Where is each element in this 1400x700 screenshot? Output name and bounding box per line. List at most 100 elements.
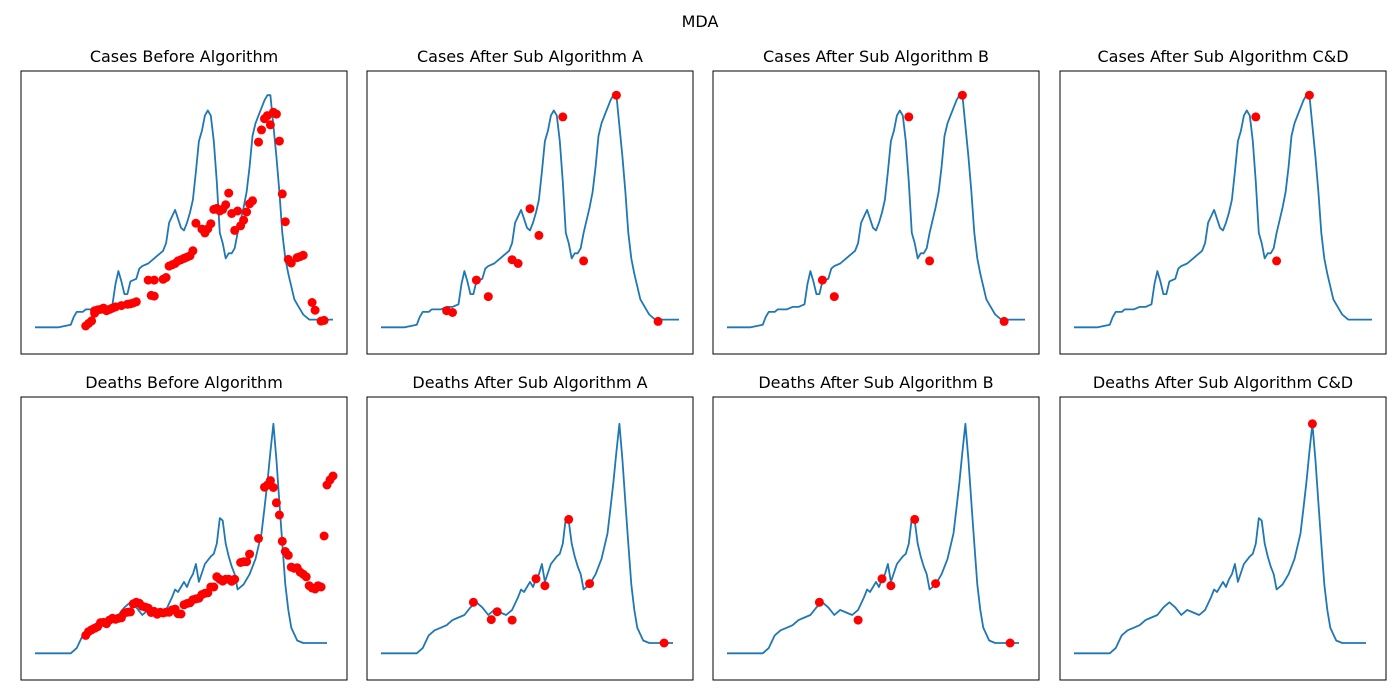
series-line <box>35 94 333 329</box>
peak-marker <box>534 230 544 240</box>
peak-marker <box>611 90 621 100</box>
peak-marker <box>319 531 329 541</box>
peak-marker <box>328 471 338 481</box>
peak-marker <box>271 498 281 508</box>
peak-marker <box>910 514 920 524</box>
peak-marker <box>886 581 896 591</box>
peak-marker <box>254 137 263 147</box>
peak-marker <box>853 615 863 625</box>
peak-marker <box>540 581 550 591</box>
peak-marker <box>448 308 457 317</box>
chart-panel: Deaths Before Algorithm <box>20 373 348 681</box>
peak-marker <box>564 514 574 524</box>
axes-frame <box>20 396 348 681</box>
peak-marker <box>277 536 287 546</box>
peak-marker <box>209 582 219 592</box>
series-line <box>381 422 673 655</box>
panel-title: Cases After Sub Algorithm C&D <box>1097 47 1348 66</box>
peak-marker <box>531 574 541 584</box>
peak-marker <box>277 189 287 199</box>
peak-marker <box>280 217 290 227</box>
peak-marker <box>230 574 240 584</box>
series-line <box>1074 94 1372 329</box>
chart-panel: Cases After Sub Algorithm A <box>366 47 694 355</box>
peak-marker <box>558 112 568 122</box>
peak-marker <box>931 579 941 589</box>
series-line <box>1074 422 1366 655</box>
chart-panel: Cases After Sub Algorithm B <box>712 47 1040 355</box>
panels: Cases Before Algorithm Cases After Sub Al… <box>20 47 1387 681</box>
plot-area <box>381 90 679 329</box>
chart-panel: Deaths After Sub Algorithm A <box>366 373 694 681</box>
peak-marker <box>486 615 496 625</box>
panel-title: Deaths After Sub Algorithm B <box>758 373 993 392</box>
plot-area <box>35 94 333 331</box>
axes-frame <box>712 70 1040 355</box>
peak-marker <box>525 204 535 214</box>
peak-marker <box>245 549 255 559</box>
peak-marker <box>257 125 266 135</box>
plot-area <box>1074 419 1366 655</box>
axes-frame <box>366 70 694 355</box>
panel-title: Cases Before Algorithm <box>90 47 278 66</box>
peak-marker <box>242 557 252 567</box>
axes-frame <box>1059 396 1387 681</box>
plot-area <box>381 422 673 655</box>
axes-frame <box>1059 70 1387 355</box>
figure-title: MDA <box>682 12 719 31</box>
peak-marker <box>471 275 481 285</box>
chart-panel: Cases Before Algorithm <box>20 47 348 355</box>
peak-marker <box>131 297 141 307</box>
peak-marker <box>254 534 263 543</box>
panel-title: Cases After Sub Algorithm B <box>763 47 989 66</box>
peak-marker <box>188 246 198 256</box>
peak-marker <box>468 597 478 607</box>
series-line <box>381 94 679 329</box>
peak-marker <box>271 109 281 119</box>
peak-marker <box>319 315 329 325</box>
peak-marker <box>149 291 159 301</box>
peak-marker <box>310 305 320 315</box>
peak-marker <box>283 550 293 560</box>
panel-title: Deaths After Sub Algorithm A <box>412 373 647 392</box>
plot-area <box>35 422 338 655</box>
peak-marker <box>301 572 311 582</box>
chart-panel: Deaths After Sub Algorithm B <box>712 373 1040 681</box>
peak-marker <box>1304 90 1314 100</box>
panel-title: Cases After Sub Algorithm A <box>417 47 643 66</box>
peak-marker <box>206 219 216 229</box>
peak-marker <box>829 292 839 302</box>
series-line <box>727 422 1019 655</box>
plot-area <box>1074 90 1372 329</box>
peak-marker <box>274 136 284 146</box>
peak-marker <box>149 275 159 285</box>
axes-frame <box>712 396 1040 681</box>
peak-marker <box>483 292 493 302</box>
peak-marker <box>265 476 275 486</box>
peak-marker <box>1307 419 1317 429</box>
peak-marker <box>298 250 308 260</box>
peak-marker <box>925 256 935 266</box>
peak-marker <box>513 259 523 268</box>
peak-marker <box>176 609 186 619</box>
peak-marker <box>507 615 517 625</box>
peak-marker <box>1272 256 1282 266</box>
peak-marker <box>579 256 589 266</box>
peak-marker <box>814 597 824 607</box>
peak-marker <box>904 112 914 122</box>
series-line <box>727 94 1025 329</box>
peak-marker <box>492 607 502 617</box>
peak-marker <box>239 215 249 225</box>
peak-marker <box>242 207 252 217</box>
peak-marker <box>248 196 257 206</box>
axes-frame <box>20 70 348 355</box>
peak-marker <box>265 120 275 130</box>
panel-title: Deaths After Sub Algorithm C&D <box>1093 373 1353 392</box>
peak-marker <box>221 200 231 210</box>
peak-marker <box>999 316 1009 326</box>
peak-marker <box>233 206 243 216</box>
peak-marker <box>286 258 296 268</box>
plot-area <box>727 422 1019 655</box>
peak-marker <box>1251 112 1261 122</box>
